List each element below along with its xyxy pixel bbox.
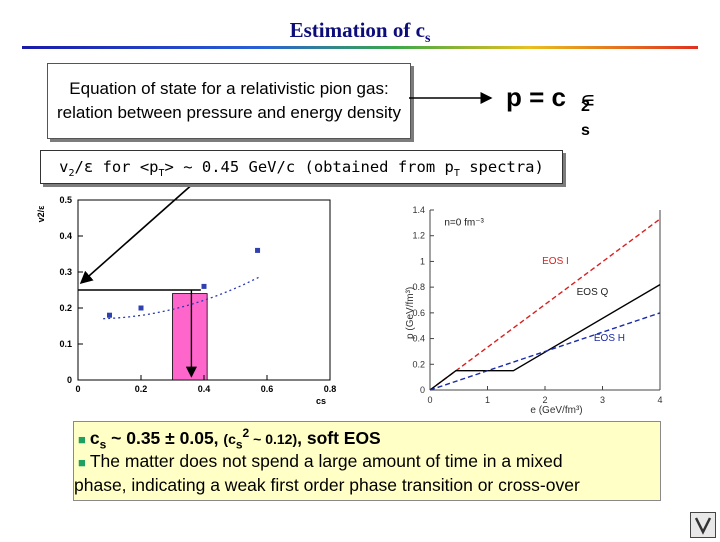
x-tick-label: 1 [485, 395, 490, 405]
conclusion-line-2: ■ The matter does not spend a large amoun… [78, 451, 563, 471]
y-tick-label: 0 [420, 385, 425, 395]
eos-description-text: Equation of state for a relativistic pio… [57, 79, 401, 122]
x-tick-label: 3 [600, 395, 605, 405]
y-tick-label: 1.2 [412, 231, 425, 241]
data-point [107, 312, 112, 318]
x-tick-label: 0 [75, 384, 80, 394]
x-axis-label: cs [316, 396, 326, 406]
fit-curve [103, 275, 261, 320]
series-line-eos-q [429, 283, 661, 391]
bullet-icon: ■ [78, 431, 86, 447]
x-tick-label: 0.2 [135, 384, 148, 394]
x-tick-label: 0 [427, 395, 432, 405]
title-divider [22, 46, 698, 49]
y-tick-label: 0.2 [412, 359, 425, 369]
y-tick-label: 0.4 [59, 231, 72, 241]
conclusion-line-3: phase, indicating a weak first order pha… [74, 475, 580, 495]
y-tick-label: 1.4 [412, 205, 425, 215]
conclusion-box: ■ cs ~ 0.35 ± 0.05, (cs2 ~ 0.12), soft EO… [73, 421, 661, 501]
y-tick-label: 0.5 [59, 195, 72, 205]
y-tick-label: 0.8 [412, 282, 425, 292]
y-axis-label: v2/ε [36, 205, 46, 223]
series-label: EOS I [542, 256, 569, 267]
y-tick-label: 0 [67, 375, 72, 385]
x-axis-label: e (GeV/fm³) [530, 405, 582, 416]
slide-title: Estimation of cs [289, 18, 431, 47]
series-label: EOS Q [577, 287, 609, 298]
x-tick-label: 4 [657, 395, 662, 405]
eos-description-box: Equation of state for a relativistic pio… [47, 63, 411, 139]
x-tick-label: 0.4 [198, 384, 211, 394]
y-tick-label: 0.1 [59, 339, 72, 349]
v2-ratio-box: v2/ε for <pT> ~ 0.45 GeV/c (obtained fro… [40, 150, 563, 184]
y-tick-label: 1 [420, 256, 425, 266]
y-tick-label: 0.6 [412, 308, 425, 318]
energy-density-symbol: ∊ [580, 88, 596, 113]
x-tick-label: 0.8 [324, 384, 337, 394]
v2-to-axis-arrow [79, 181, 196, 285]
data-point [255, 247, 261, 253]
series-line-eos-h [429, 312, 661, 391]
series-label: EOS H [594, 333, 625, 344]
conclusion-line-1: ■ cs ~ 0.35 ± 0.05, (cs2 ~ 0.12), soft EO… [78, 426, 381, 452]
x-tick-label: 0.6 [261, 384, 274, 394]
y-tick-label: 0.2 [59, 303, 72, 313]
bullet-icon: ■ [78, 455, 86, 470]
institution-logo-icon [690, 512, 716, 538]
x-tick-label: 2 [542, 395, 547, 405]
v2-vs-cs-chart: 0 0.2 0.4 0.6 0.8 0 0.1 0.2 0.3 0.4 0.5 cs v2/ε [36, 195, 337, 406]
y-tick-label: 0.4 [412, 334, 425, 344]
cs-range-band [172, 293, 208, 381]
y-axis-label: p (GeV/fm³) [405, 287, 416, 339]
y-tick-label: 0.3 [59, 267, 72, 277]
data-point [138, 305, 144, 311]
eos-chart: 0 1 2 3 4 0 0.2 0.4 0.6 0.8 1 1.2 1.4 e (GeV/fm³) p (G… [405, 205, 663, 416]
data-point [201, 283, 207, 289]
density-annotation: n=0 fm⁻³ [444, 217, 484, 228]
